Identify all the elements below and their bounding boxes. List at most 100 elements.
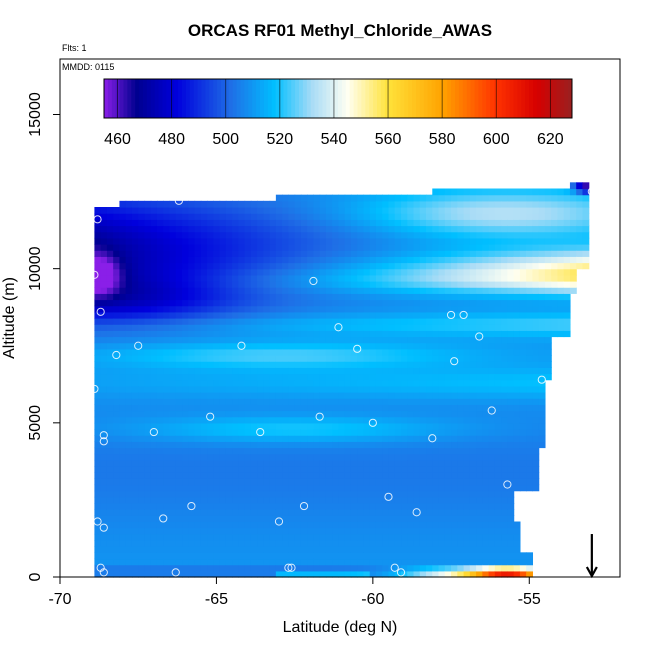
heatmap-cell: [407, 200, 415, 208]
heatmap-cell: [307, 225, 315, 233]
heatmap-cell: [138, 521, 146, 529]
heatmap-cell: [526, 404, 534, 412]
heatmap-cell: [476, 496, 483, 504]
heatmap-cell: [144, 521, 152, 529]
heatmap-cell: [357, 447, 365, 455]
sample-point: [537, 375, 546, 384]
heatmap-cell: [526, 225, 534, 233]
heatmap-cell: [232, 262, 239, 270]
heatmap-cell: [169, 447, 177, 455]
heatmap-cell: [413, 429, 421, 436]
heatmap-cell: [188, 311, 196, 319]
heatmap-cell: [182, 570, 189, 578]
heatmap-cell: [300, 552, 308, 560]
heatmap-cell: [457, 281, 465, 288]
heatmap-cell: [207, 422, 214, 430]
heatmap-cell: [175, 496, 183, 504]
heatmap-cell: [144, 305, 152, 313]
heatmap-cell: [463, 466, 471, 473]
heatmap-cell: [225, 367, 233, 375]
heatmap-cell: [444, 527, 452, 535]
heatmap-cell: [488, 361, 496, 368]
heatmap-cell: [426, 348, 433, 356]
heatmap-cell: [394, 336, 402, 344]
heatmap-cell: [119, 305, 127, 313]
heatmap-cell: [513, 262, 521, 270]
heatmap-cell: [94, 379, 102, 387]
heatmap-cell: [250, 533, 258, 541]
colorbar-segment: [154, 79, 160, 118]
heatmap-cell: [388, 546, 396, 553]
heatmap-cell: [219, 330, 227, 338]
heatmap-cell: [432, 509, 440, 516]
heatmap-cell: [482, 367, 490, 375]
heatmap-cell: [426, 342, 433, 350]
heatmap-cell: [538, 305, 546, 313]
heatmap-cell: [163, 299, 171, 307]
heatmap-cell: [300, 330, 308, 338]
heatmap-cell: [426, 200, 433, 208]
heatmap-cell: [219, 540, 227, 547]
heatmap-cell: [144, 361, 152, 368]
heatmap-cell: [532, 472, 540, 479]
heatmap-cell: [138, 262, 146, 270]
heatmap-cell: [200, 348, 208, 356]
heatmap-cell: [526, 435, 534, 442]
heatmap-cell: [469, 231, 477, 239]
heatmap-cell: [469, 367, 477, 375]
heatmap-cell: [444, 219, 452, 227]
heatmap-cell: [413, 244, 421, 251]
heatmap-cell: [288, 256, 296, 264]
heatmap-cell: [282, 237, 289, 245]
heatmap-cell: [219, 466, 227, 473]
heatmap-cell: [413, 453, 421, 461]
heatmap-cell: [150, 490, 158, 498]
colorbar-segment: [482, 79, 487, 118]
heatmap-cell: [119, 441, 127, 449]
heatmap-cell: [407, 441, 415, 449]
colorbar-segment: [162, 79, 167, 118]
heatmap-cell: [394, 268, 402, 276]
heatmap-cell: [263, 324, 271, 331]
heatmap-cell: [100, 324, 108, 331]
heatmap-cell: [401, 564, 408, 572]
heatmap-cell: [469, 287, 477, 294]
heatmap-cell: [332, 305, 340, 313]
heatmap-cell: [369, 256, 377, 264]
heatmap-cell: [394, 367, 402, 375]
colorbar-tick-label: 480: [158, 131, 185, 148]
heatmap-cell: [350, 422, 358, 430]
heatmap-cell: [476, 200, 483, 208]
heatmap-cell: [269, 355, 277, 362]
heatmap-cell: [344, 441, 352, 449]
heatmap-cell: [482, 385, 490, 393]
heatmap-cell: [526, 398, 534, 405]
heatmap-cell: [457, 533, 465, 541]
heatmap-cell: [576, 219, 584, 227]
heatmap-cell: [125, 484, 133, 492]
heatmap-cell: [544, 188, 552, 196]
heatmap-cell: [338, 558, 346, 566]
heatmap-cell: [419, 373, 427, 381]
heatmap-cell: [407, 509, 415, 516]
heatmap-cell: [313, 564, 321, 572]
heatmap-cell: [375, 404, 383, 412]
heatmap-cell: [232, 268, 239, 276]
heatmap-cell: [382, 521, 390, 529]
heatmap-cell: [144, 478, 152, 486]
heatmap-cell: [469, 564, 477, 572]
heatmap-cell: [225, 268, 233, 276]
heatmap-cell: [163, 466, 171, 473]
heatmap-cell: [119, 373, 127, 381]
heatmap-cell: [369, 207, 377, 214]
heatmap-cell: [313, 379, 321, 387]
heatmap-cell: [388, 373, 396, 381]
heatmap-cell: [238, 274, 246, 282]
heatmap-cell: [438, 398, 446, 405]
heatmap-cell: [357, 478, 365, 486]
heatmap-cell: [501, 416, 508, 424]
heatmap-cell: [463, 484, 471, 492]
heatmap-cell: [325, 404, 333, 412]
heatmap-cell: [156, 225, 164, 233]
heatmap-cell: [394, 385, 402, 393]
